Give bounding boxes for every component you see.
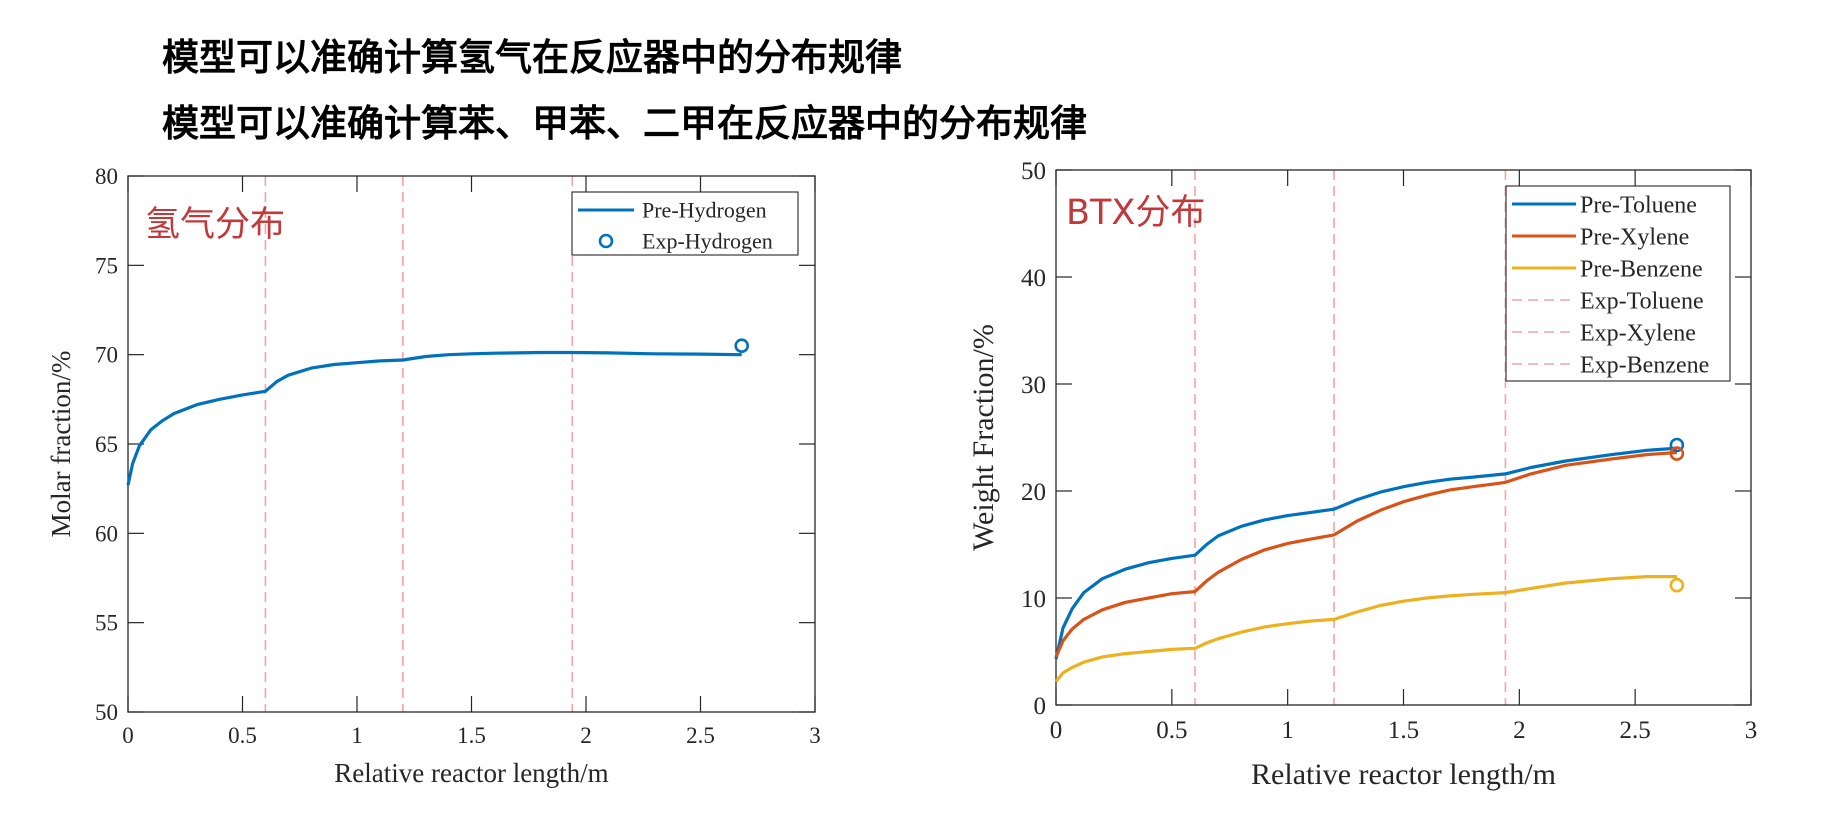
chart-2-x-axis-label: Relative reactor length/m xyxy=(1251,758,1556,791)
chart-1-annotation: 氢气分布 xyxy=(145,205,285,245)
chart-1-xtick-label: 3 xyxy=(809,723,821,748)
chart-2-series-pre-benzene xyxy=(1054,575,1677,683)
chart-2-xtick-label: 3 xyxy=(1745,717,1758,744)
chart-2-legend-label: Exp-Benzene xyxy=(1580,352,1709,378)
chart-2-legend-box xyxy=(1505,185,1731,382)
chart-1-ytick-label: 80 xyxy=(95,164,118,189)
chart-1-xtick-label: 0.5 xyxy=(228,723,257,748)
chart-2-legend-label: Exp-Toluene xyxy=(1580,288,1704,314)
chart-2-series-pre-xylene xyxy=(1054,450,1678,658)
chart-2-ytick-label: 50 xyxy=(1021,158,1046,185)
chart-2-xtick-label: 2 xyxy=(1513,717,1526,744)
chart-2-annotation: BTX分布 xyxy=(1066,193,1205,233)
chart-1-y-axis-label: Molar fraction/% xyxy=(46,351,76,538)
chart-2-xtick-label: 1.5 xyxy=(1388,717,1419,744)
chart-1-ytick-label: 60 xyxy=(95,521,118,546)
chart-2-legend-label: Pre-Toluene xyxy=(1580,192,1697,218)
chart-1-xtick-label: 1.5 xyxy=(457,723,486,748)
chart-1-xtick-label: 1 xyxy=(351,723,363,748)
chart-1-xtick-label: 0 xyxy=(122,723,134,748)
chart-2-series-pre-toluene xyxy=(1054,446,1678,660)
chart-2-legend-label: Exp-Xylene xyxy=(1580,320,1696,346)
chart-1-ytick-label: 50 xyxy=(95,700,118,725)
chart-2-y-axis-label: Weight Fraction/% xyxy=(967,324,1000,551)
chart-2-ytick-label: 30 xyxy=(1021,372,1046,399)
chart-1-x-axis-label: Relative reactor length/m xyxy=(334,758,608,788)
chart-2-legend-label: Pre-Benzene xyxy=(1580,256,1703,282)
chart-1-ytick-label: 75 xyxy=(95,253,118,278)
chart-1-legend-marker-exp-hydrogen xyxy=(598,233,614,249)
chart-2-ytick-label: 40 xyxy=(1021,265,1046,292)
chart-2-xtick-label: 1 xyxy=(1281,717,1294,744)
chart-1-point-exp-hydrogen xyxy=(734,338,750,354)
headline-hydrogen: 模型可以准确计算氢气在反应器中的分布规律 xyxy=(162,36,902,79)
chart-2-ytick-label: 20 xyxy=(1021,479,1046,506)
headline-btx: 模型可以准确计算苯、甲苯、二甲在反应器中的分布规律 xyxy=(162,102,1087,145)
chart-1-xtick-label: 2.5 xyxy=(686,723,715,748)
chart-2-xtick-label: 2.5 xyxy=(1620,717,1651,744)
chart-2-xtick-label: 0 xyxy=(1050,717,1063,744)
chart-1-xtick-label: 2 xyxy=(580,723,592,748)
chart-1-ytick-label: 65 xyxy=(95,432,118,457)
chart-2-legend-label: Pre-Xylene xyxy=(1580,224,1689,250)
chart-1-legend-label: Pre-Hydrogen xyxy=(642,198,767,223)
chart-2-ytick-label: 10 xyxy=(1021,586,1046,613)
chart-2-ytick-label: 0 xyxy=(1034,693,1047,720)
chart-2-point-exp-toluene xyxy=(1669,437,1685,453)
chart-2-point-exp-xylene xyxy=(1669,446,1685,461)
chart-1-axes-box xyxy=(127,175,816,713)
chart-1-ytick-label: 70 xyxy=(95,343,118,368)
chart-1-series-pre-hydrogen xyxy=(126,350,742,486)
chart-1-ytick-label: 55 xyxy=(95,611,118,636)
chart-2-xtick-label: 0.5 xyxy=(1156,717,1187,744)
chart-1-legend-label: Exp-Hydrogen xyxy=(642,229,773,254)
chart-2-point-exp-benzene xyxy=(1669,577,1685,593)
